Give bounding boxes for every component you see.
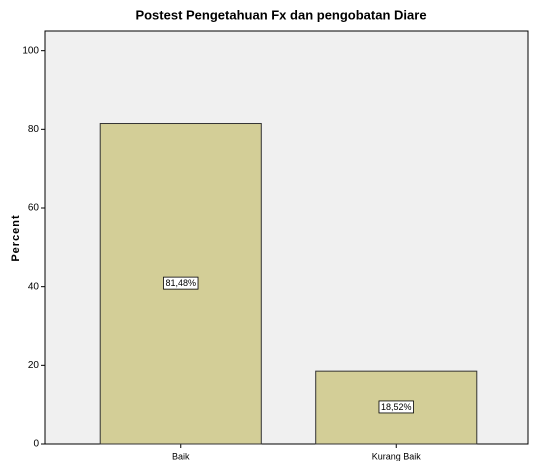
data-label-box [163, 276, 199, 290]
y-tick-label: 60 [28, 203, 40, 214]
x-tick-label: Baik [172, 451, 190, 461]
data-label: 81,48% [165, 278, 196, 288]
y-tick-label: 20 [28, 360, 40, 371]
y-tick-label: 80 [28, 124, 40, 135]
x-tick-label: Kurang Baik [372, 451, 422, 461]
data-label-box [378, 400, 414, 414]
y-tick-label: 0 [33, 439, 39, 450]
y-axis-label: Percent [10, 214, 22, 261]
data-label: 18,52% [381, 402, 412, 412]
y-tick-label: 40 [28, 281, 40, 292]
y-tick-label: 100 [22, 45, 39, 56]
chart-title: Postest Pengetahuan Fx dan pengobatan Di… [135, 7, 426, 22]
